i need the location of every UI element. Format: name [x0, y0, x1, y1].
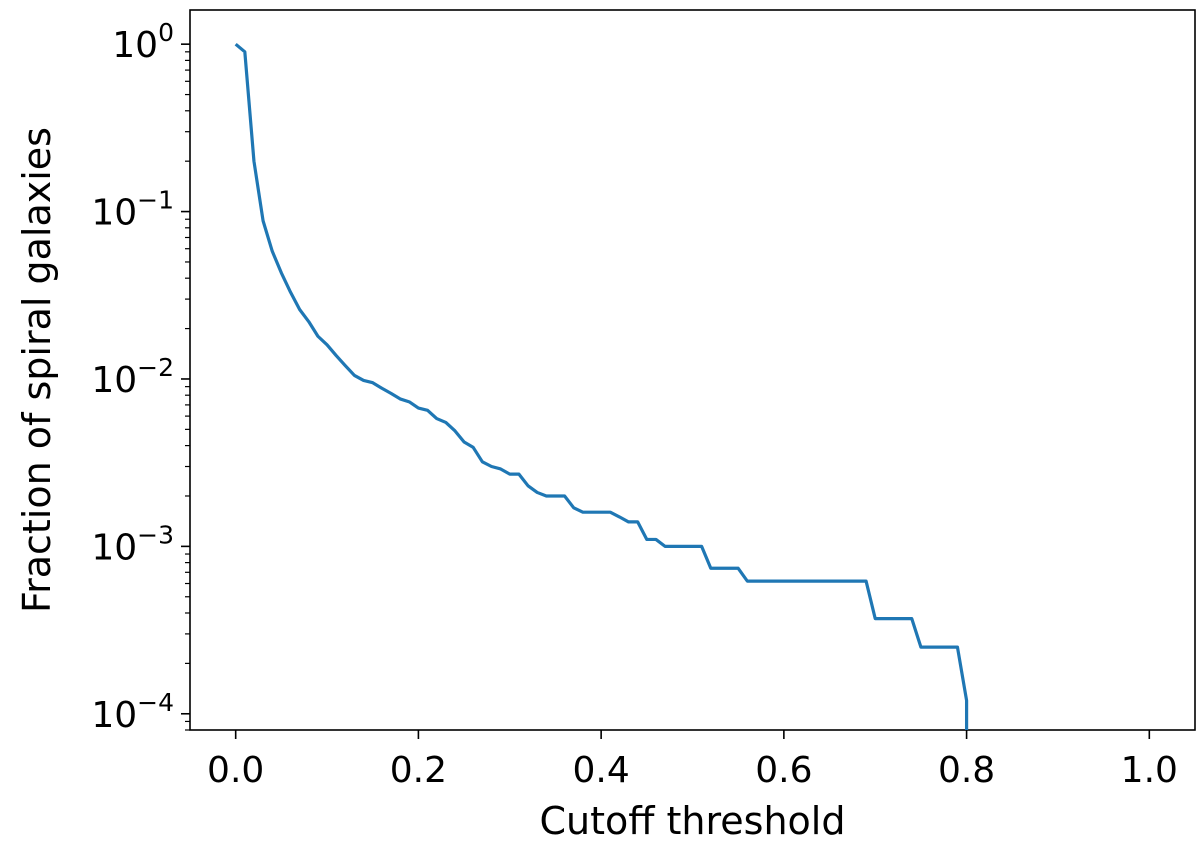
x-tick-label: 0.0	[207, 750, 264, 791]
y-tick-exponent: 0	[158, 18, 174, 47]
x-ticks: 0.0 0.2 0.4 0.6 0.8 1.0	[207, 730, 1178, 791]
y-tick-exponent: −3	[137, 520, 174, 549]
x-tick-label: 0.6	[755, 750, 812, 791]
x-tick-label: 0.2	[390, 750, 447, 791]
y-tick-base: 10	[91, 193, 137, 234]
y-tick-exponent: −4	[137, 688, 174, 717]
x-axis-label: Cutoff threshold	[540, 799, 846, 843]
x-tick-label: 1.0	[1121, 750, 1178, 791]
y-tick-label: 100	[112, 18, 174, 66]
y-tick-label: 10−4	[91, 688, 174, 736]
x-tick-label: 0.4	[573, 750, 630, 791]
y-tick-base: 10	[112, 25, 158, 66]
y-minor-ticks	[185, 51, 190, 731]
y-tick-label: 10−2	[91, 353, 174, 401]
series-line	[234, 42, 969, 730]
y-tick-exponent: −1	[137, 186, 174, 215]
y-tick-base: 10	[91, 360, 137, 401]
y-tick-label: 10−1	[91, 186, 174, 234]
y-tick-base: 10	[91, 695, 137, 736]
y-tick-label: 10−3	[91, 520, 174, 568]
y-axis-label: Fraction of spiral galaxies	[15, 127, 59, 613]
x-tick-label: 0.8	[938, 750, 995, 791]
y-tick-exponent: −2	[137, 353, 174, 382]
plot-frame	[189, 9, 1196, 731]
y-tick-base: 10	[91, 527, 137, 568]
